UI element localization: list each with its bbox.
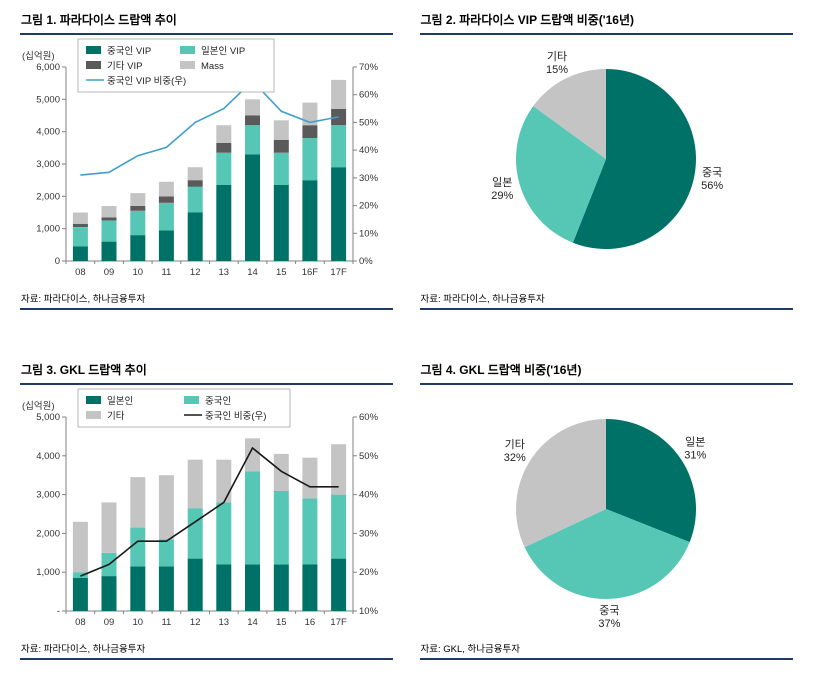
svg-text:10%: 10%: [359, 228, 379, 239]
svg-text:3,000: 3,000: [36, 490, 60, 501]
svg-text:Mass: Mass: [201, 61, 224, 72]
figure-grid: 그림 1. 파라다이스 드랍액 추이 0 1,000 2,000 3,000 4,000…: [20, 10, 793, 660]
svg-text:40%: 40%: [359, 490, 379, 501]
svg-text:08: 08: [75, 617, 86, 628]
figure-1-title: 그림 1. 파라다이스 드랍액 추이: [20, 10, 393, 35]
figure-3-source: 자료: 파라다이스, 하나금융투자: [20, 637, 393, 660]
svg-text:13: 13: [219, 617, 230, 628]
figure-3-stacked-bar-chart: - 1,000 2,000 3,000 4,000 5,000 10% 20% 30% 40% 50…: [22, 388, 379, 628]
svg-text:20%: 20%: [359, 201, 379, 212]
svg-text:-: -: [57, 606, 60, 617]
svg-text:29%: 29%: [491, 190, 513, 202]
svg-text:11: 11: [161, 267, 171, 278]
svg-text:중국인 비중(우): 중국인 비중(우): [205, 411, 266, 422]
figure-2-title: 그림 2. 파라다이스 VIP 드랍액 비중('16년): [419, 10, 793, 35]
figure-2-source: 자료: 파라다이스, 하나금융투자: [419, 287, 793, 310]
svg-text:4,000: 4,000: [36, 127, 60, 138]
svg-text:6,000: 6,000: [36, 62, 60, 73]
svg-text:10%: 10%: [359, 606, 379, 617]
svg-text:14: 14: [247, 617, 258, 628]
svg-text:15: 15: [276, 617, 287, 628]
svg-text:56%: 56%: [701, 180, 723, 192]
svg-text:4,000: 4,000: [36, 451, 60, 462]
svg-text:기타: 기타: [107, 411, 125, 422]
svg-text:20%: 20%: [359, 567, 379, 578]
svg-text:0: 0: [55, 256, 60, 267]
svg-text:60%: 60%: [359, 412, 379, 423]
svg-text:기타: 기타: [546, 50, 566, 63]
svg-text:중국인 VIP: 중국인 VIP: [107, 46, 151, 57]
svg-text:09: 09: [104, 267, 115, 278]
svg-text:0%: 0%: [359, 256, 373, 267]
figure-4-gkl-drop-share: 그림 4. GKL 드랍액 비중('16년) 일본 31% 중국 37% 기타 32% 자…: [419, 360, 793, 660]
svg-text:30%: 30%: [359, 173, 379, 184]
svg-text:60%: 60%: [359, 90, 379, 101]
svg-text:일본: 일본: [685, 434, 705, 448]
svg-text:12: 12: [190, 267, 201, 278]
svg-text:30%: 30%: [359, 528, 379, 539]
figure-1-paradise-drop-trend: 그림 1. 파라다이스 드랍액 추이 0 1,000 2,000 3,000 4,000…: [20, 10, 393, 310]
svg-text:10: 10: [133, 617, 144, 628]
svg-text:14: 14: [247, 267, 258, 278]
svg-text:3,000: 3,000: [36, 159, 60, 170]
svg-text:중국: 중국: [599, 605, 619, 617]
svg-text:13: 13: [219, 267, 230, 278]
svg-text:16: 16: [305, 617, 316, 628]
figure-1-source: 자료: 파라다이스, 하나금융투자: [20, 287, 393, 310]
svg-text:5,000: 5,000: [36, 94, 60, 105]
svg-text:일본: 일본: [492, 175, 512, 189]
svg-text:중국: 중국: [701, 167, 721, 179]
svg-text:31%: 31%: [684, 449, 706, 461]
svg-text:일본인 VIP: 일본인 VIP: [201, 46, 245, 57]
svg-text:중국인: 중국인: [205, 396, 231, 407]
svg-text:5,000: 5,000: [36, 412, 60, 423]
svg-text:40%: 40%: [359, 145, 379, 156]
figure-3-title: 그림 3. GKL 드랍액 추이: [20, 360, 393, 385]
svg-text:15: 15: [276, 267, 287, 278]
svg-text:2,000: 2,000: [36, 528, 60, 539]
svg-text:기타 VIP: 기타 VIP: [107, 61, 142, 72]
svg-text:32%: 32%: [503, 452, 525, 464]
svg-text:16F: 16F: [302, 267, 319, 278]
svg-text:1,000: 1,000: [36, 224, 60, 235]
svg-text:09: 09: [104, 617, 115, 628]
svg-text:(십억원): (십억원): [22, 50, 55, 62]
figure-4-source: 자료: GKL, 하나금융투자: [419, 637, 793, 660]
svg-text:08: 08: [75, 267, 86, 278]
svg-text:11: 11: [161, 617, 171, 628]
svg-text:50%: 50%: [359, 117, 379, 128]
svg-text:50%: 50%: [359, 451, 379, 462]
svg-text:2,000: 2,000: [36, 191, 60, 202]
figure-1-stacked-bar-chart: 0 1,000 2,000 3,000 4,000 5,000 6,000 0% 10% 20% 3…: [22, 38, 379, 278]
svg-text:(십억원): (십억원): [22, 400, 55, 412]
svg-text:70%: 70%: [359, 62, 379, 73]
svg-text:기타: 기타: [504, 438, 524, 451]
figure-4-title: 그림 4. GKL 드랍액 비중('16년): [419, 360, 793, 385]
svg-text:12: 12: [190, 617, 201, 628]
svg-text:17F: 17F: [330, 267, 347, 278]
svg-text:17F: 17F: [330, 617, 347, 628]
svg-text:1,000: 1,000: [36, 567, 60, 578]
svg-text:10: 10: [133, 267, 144, 278]
figure-2-paradise-vip-drop-share: 그림 2. 파라다이스 VIP 드랍액 비중('16년) 중국 56% 일본 29% 기…: [419, 10, 793, 310]
figure-3-gkl-drop-trend: 그림 3. GKL 드랍액 추이 - 1,000 2,000 3,000 4,000 5,…: [20, 360, 393, 660]
svg-text:일본인: 일본인: [107, 396, 133, 407]
svg-text:37%: 37%: [598, 618, 620, 630]
svg-text:중국인 VIP 비중(우): 중국인 VIP 비중(우): [107, 76, 186, 87]
svg-text:15%: 15%: [545, 64, 567, 76]
